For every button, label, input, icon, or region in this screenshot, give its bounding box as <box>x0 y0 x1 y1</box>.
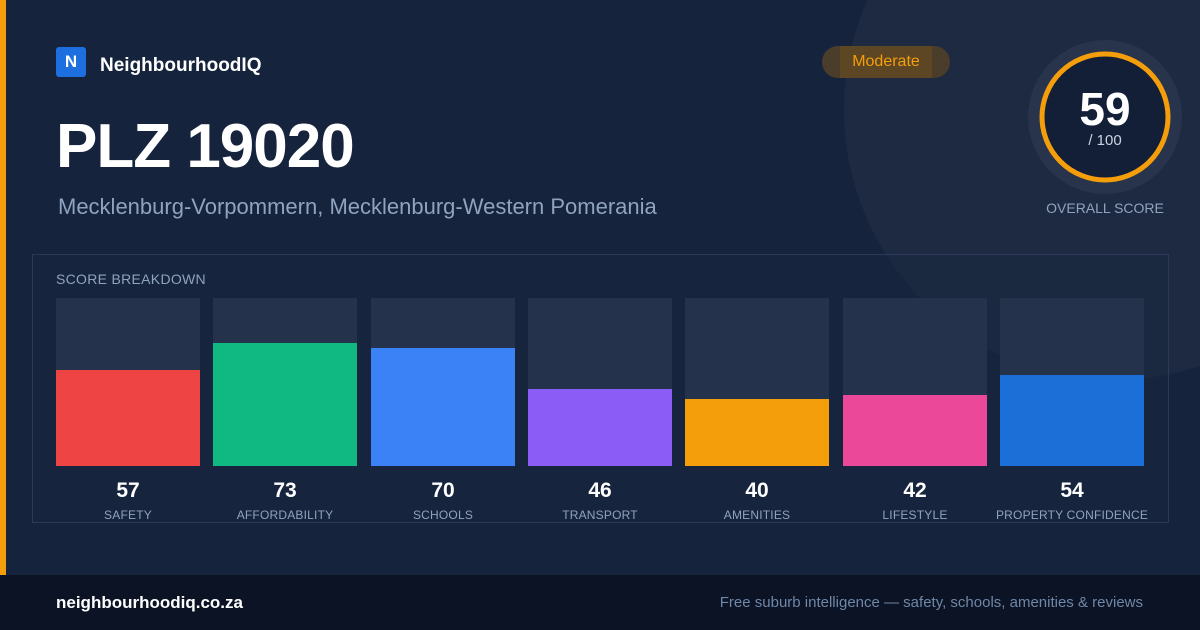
bar-track <box>843 298 987 466</box>
bar <box>213 343 357 466</box>
bar-value-label: 73 <box>273 479 297 502</box>
bar-value-label: 57 <box>116 479 140 502</box>
footer-tagline: Free suburb intelligence — safety, schoo… <box>719 594 1143 611</box>
overall-score-value: 59 <box>1079 83 1131 135</box>
bar-value-label: 40 <box>745 479 769 502</box>
bar-column: 70 SCHOOLS <box>371 298 515 528</box>
bar-track <box>528 298 672 466</box>
bar-category-label: SAFETY <box>104 508 152 522</box>
bar-column: 46 TRANSPORT <box>528 298 672 528</box>
bar-value-label: 70 <box>431 479 455 502</box>
bar <box>685 399 829 466</box>
bar-column: 42 LIFESTYLE <box>843 298 987 528</box>
bar-track <box>371 298 515 466</box>
bar-track <box>1000 298 1144 466</box>
score-ring-progress <box>1039 51 1171 183</box>
accent-bar <box>0 0 6 575</box>
overall-score-ring <box>1028 40 1182 194</box>
bar-category-label: AMENITIES <box>723 508 791 522</box>
bar <box>56 370 200 466</box>
bar-category-label: LIFESTYLE <box>882 508 948 522</box>
brand-name: NeighbourhoodIQ <box>100 55 262 76</box>
bar-category-label: TRANSPORT <box>562 508 638 522</box>
page-title: PLZ 19020 <box>56 112 355 181</box>
bar-track <box>685 298 829 466</box>
bar-category-label: AFFORDABILITY <box>236 508 334 522</box>
bar-column: 57 SAFETY <box>56 298 200 528</box>
share-card: N NeighbourhoodIQ PLZ 19020 Mecklenburg-… <box>0 0 1182 575</box>
bar <box>528 389 672 466</box>
bar <box>371 348 515 466</box>
bar-track <box>213 298 357 466</box>
score-breakdown-title: SCORE BREAKDOWN <box>56 271 206 287</box>
overall-score-max: / 100 <box>1088 132 1122 149</box>
bar-column: 73 AFFORDABILITY <box>213 298 357 528</box>
brand[interactable]: N NeighbourhoodIQ <box>56 47 261 77</box>
bar-category-label: SCHOOLS <box>412 508 474 522</box>
bar-value-label: 46 <box>588 479 612 502</box>
bar-category-label: PROPERTY CONFIDENCE <box>995 508 1149 522</box>
bar-track <box>56 298 200 466</box>
bar <box>1000 375 1144 466</box>
bar-value-label: 54 <box>1060 479 1084 502</box>
bar-column: 54 PROPERTY CONFIDENCE <box>996 298 1148 528</box>
footer: neighbourhoodiq.co.za Free suburb intell… <box>0 575 1200 630</box>
rating-badge: Moderate <box>822 46 950 78</box>
overall-score-caption: OVERALL SCORE <box>1046 200 1164 216</box>
footer-url-link[interactable]: neighbourhoodiq.co.za <box>56 593 243 612</box>
location-subtitle: Mecklenburg-Vorpommern, Mecklenburg-West… <box>58 194 657 219</box>
bar-value-label: 42 <box>903 479 927 502</box>
bar <box>843 395 987 466</box>
bar-column: 40 AMENITIES <box>685 298 829 528</box>
rating-badge-label: Moderate <box>852 53 920 70</box>
brand-logo-icon: N <box>56 47 86 77</box>
